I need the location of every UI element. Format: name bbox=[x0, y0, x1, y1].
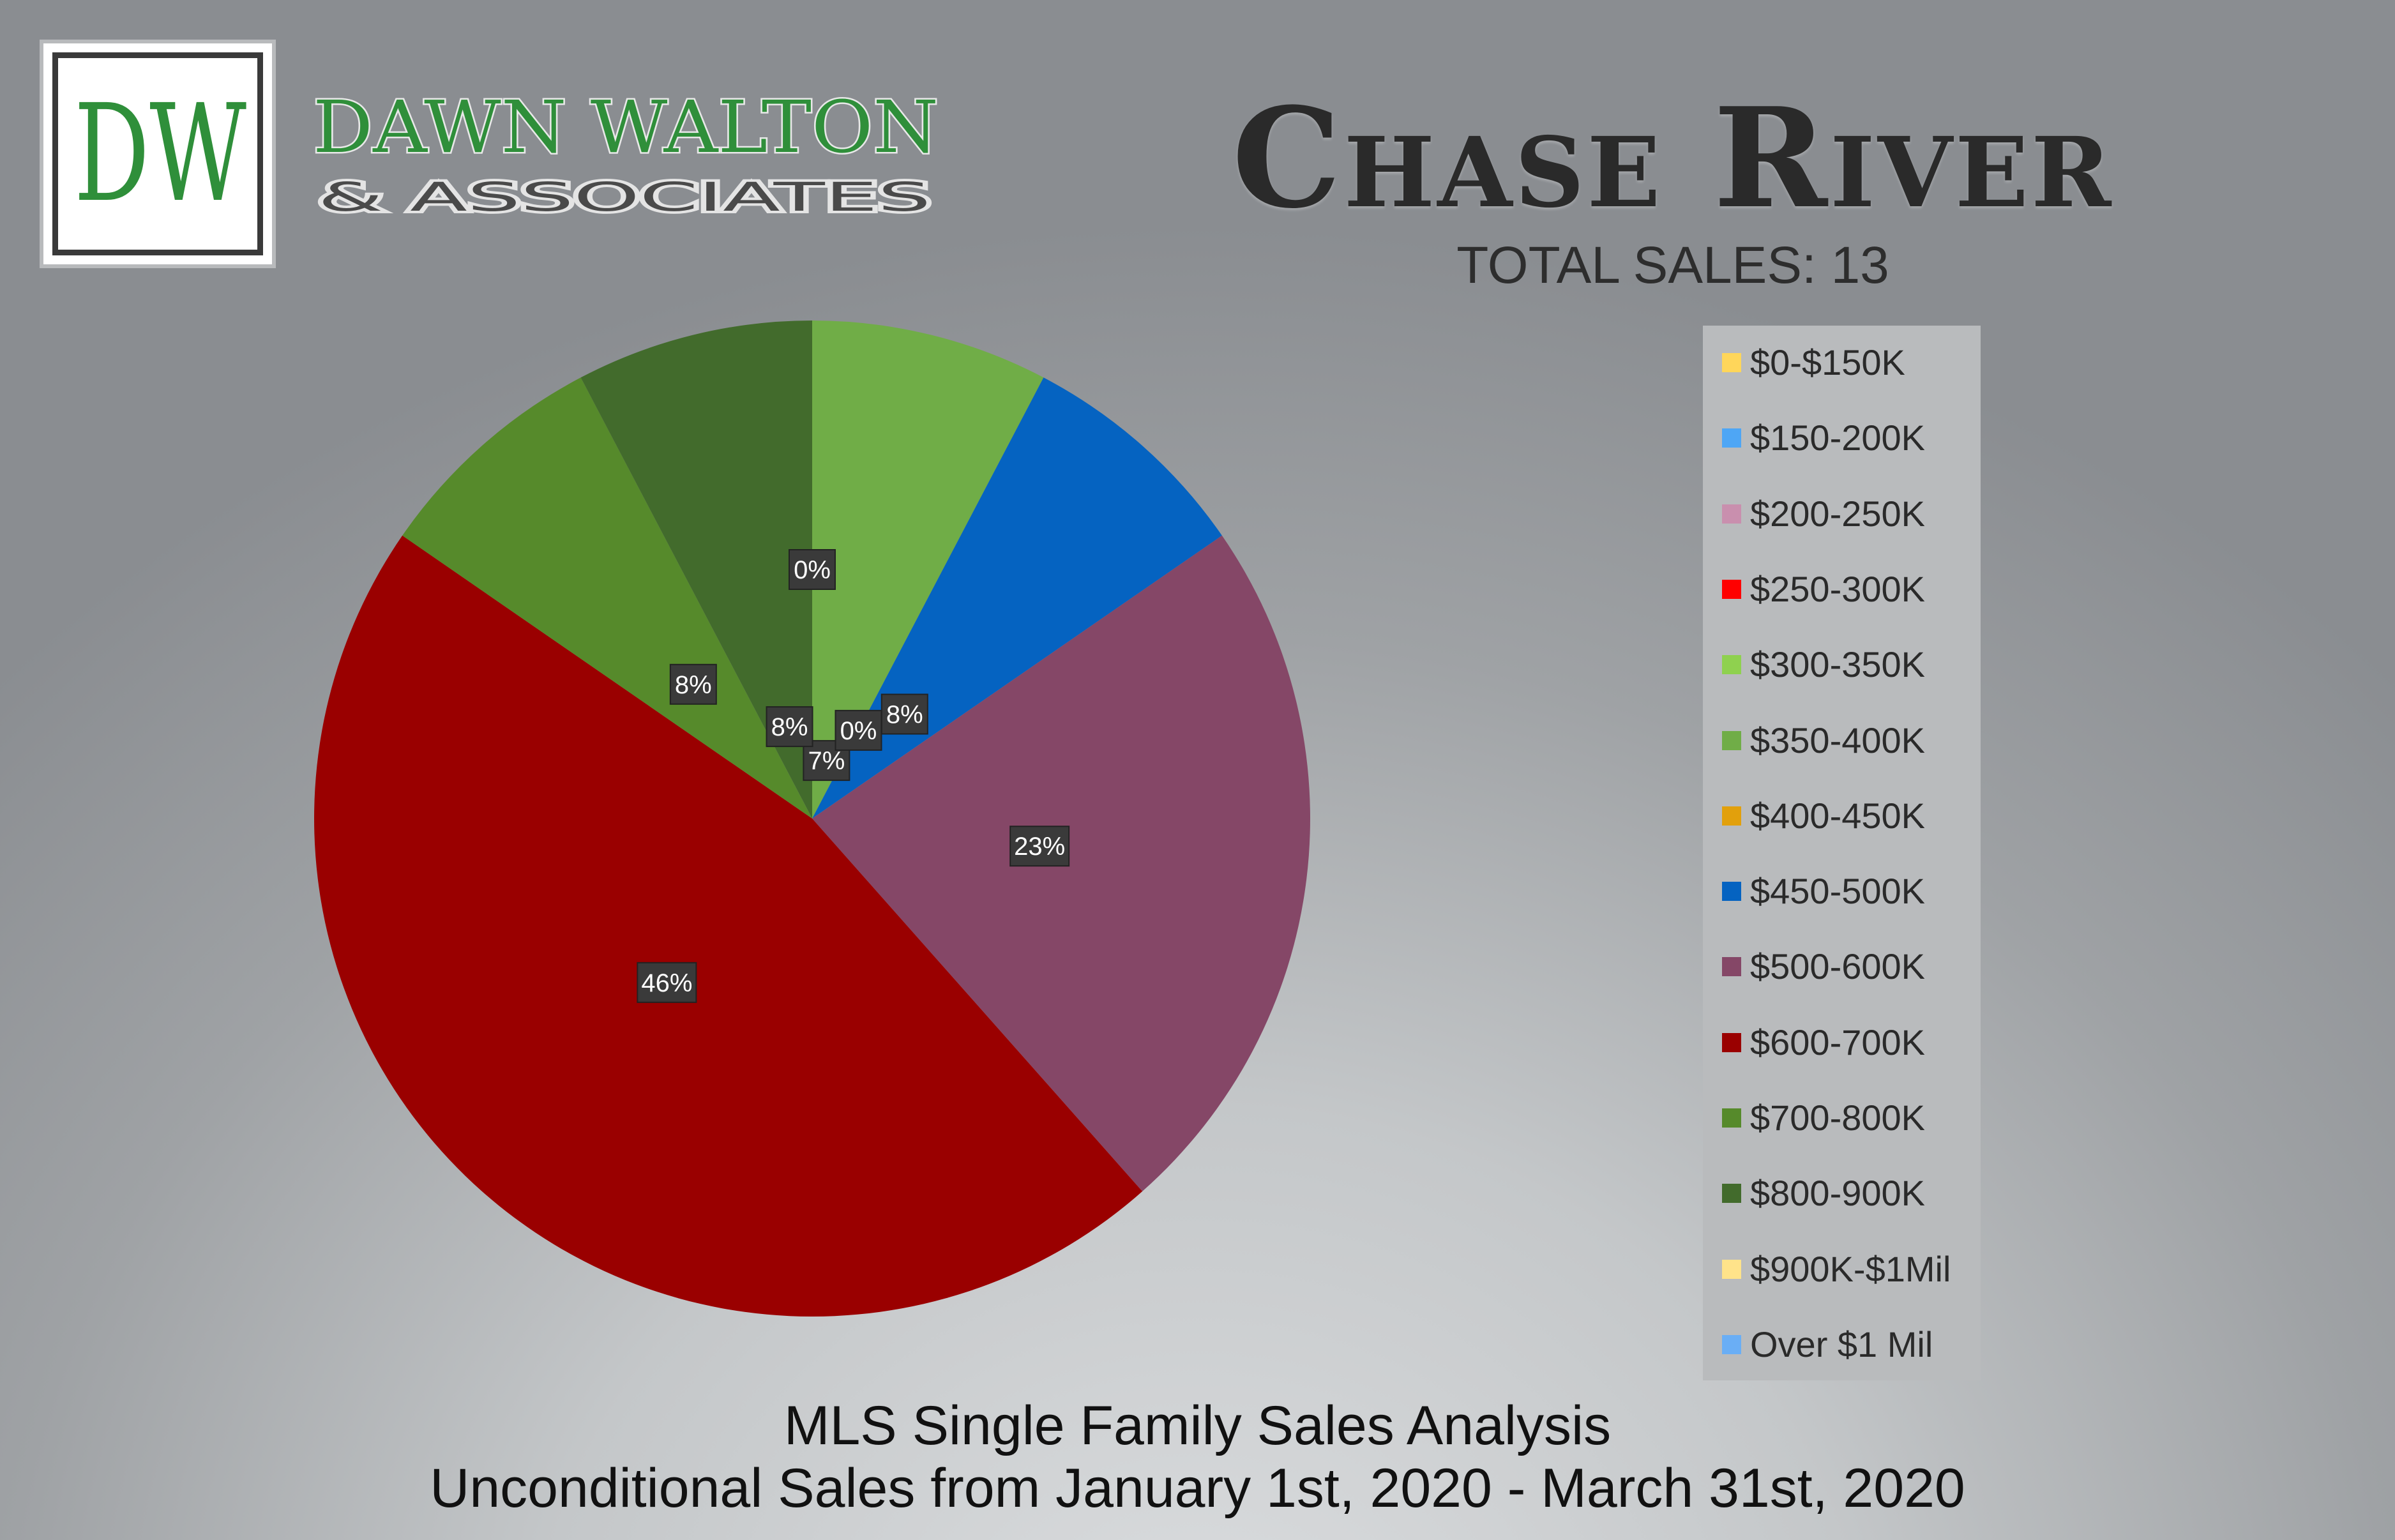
total-sales: TOTAL SALES: 13 bbox=[1456, 236, 1889, 294]
legend-label: $0-$150K bbox=[1750, 342, 1905, 382]
data-label-box bbox=[669, 663, 717, 705]
legend-swatch bbox=[1722, 1108, 1741, 1128]
data-label-text: 8% bbox=[771, 713, 808, 741]
legend-label: $200-250K bbox=[1750, 493, 1926, 534]
legend-label: $250-300K bbox=[1750, 568, 1926, 609]
legend-swatch bbox=[1722, 957, 1741, 977]
legend-label: $400-450K bbox=[1750, 795, 1926, 836]
data-label-text: 7% bbox=[808, 747, 845, 775]
data-label-800-900k: 8% bbox=[766, 706, 813, 748]
legend-swatch bbox=[1722, 1334, 1741, 1354]
legend-swatch bbox=[1722, 730, 1741, 750]
brand-tagline: & ASSOCIATES bbox=[318, 174, 931, 220]
chart-legend: $0-$150K $150-200K $200-250K $250-300K $300-… bbox=[1703, 326, 1981, 1380]
data-label-text: 46% bbox=[641, 969, 692, 997]
data-label-box bbox=[789, 549, 836, 590]
legend-label: $150-200K bbox=[1750, 418, 1926, 458]
legend-item-900k-1mil: $900K-$1Mil bbox=[1722, 1250, 1951, 1288]
data-label-0-150k: 0% bbox=[789, 549, 836, 590]
legend-swatch bbox=[1722, 428, 1741, 448]
data-label-box bbox=[766, 706, 813, 748]
data-label-box bbox=[880, 693, 928, 735]
data-label-text: 0% bbox=[840, 717, 877, 745]
legend-swatch bbox=[1722, 353, 1741, 372]
data-label-text: 8% bbox=[886, 701, 923, 729]
legend-item-700-800k: $700-800K bbox=[1722, 1099, 1925, 1137]
legend-label: $700-800K bbox=[1750, 1098, 1926, 1138]
page-title: Chase River bbox=[1232, 77, 2114, 239]
logo: DW bbox=[40, 40, 276, 268]
legend-swatch bbox=[1722, 579, 1741, 599]
chart-caption: MLS Single Family Sales Analysis bbox=[783, 1395, 1612, 1456]
chart-date-range: Unconditional Sales from January 1st, 20… bbox=[430, 1458, 1965, 1519]
legend-swatch bbox=[1722, 1259, 1741, 1279]
data-label-400-450k: 0% bbox=[835, 709, 882, 751]
data-label-box bbox=[835, 709, 882, 751]
legend-item-0-150k: $0-$150K bbox=[1722, 343, 1905, 382]
legend-item-500-600k: $500-600K bbox=[1722, 947, 1925, 986]
legend-label: $800-900K bbox=[1750, 1173, 1926, 1214]
legend-label: $600-700K bbox=[1750, 1022, 1926, 1062]
legend-item-800-900k: $800-900K bbox=[1722, 1174, 1925, 1212]
logo-monogram-text: DW bbox=[74, 75, 246, 232]
data-label-box bbox=[1009, 826, 1070, 867]
pie-slice-600-700k bbox=[314, 535, 1143, 1317]
data-label-text: 8% bbox=[675, 671, 712, 699]
legend-item-over-1-mil: Over $1 Mil bbox=[1722, 1325, 1933, 1364]
data-label-500-600k: 23% bbox=[1009, 826, 1070, 867]
brand-logo: DAWN WALTON & ASSOCIATES bbox=[312, 85, 941, 223]
legend-swatch bbox=[1722, 882, 1741, 902]
legend-item-600-700k: $600-700K bbox=[1722, 1023, 1925, 1062]
legend-label: $350-400K bbox=[1750, 720, 1926, 760]
legend-label: $300-350K bbox=[1750, 644, 1926, 685]
brand-name: DAWN WALTON bbox=[313, 86, 939, 169]
legend-swatch bbox=[1722, 504, 1741, 524]
legend-label: $450-500K bbox=[1750, 871, 1926, 912]
pie-slice-800-900k bbox=[580, 321, 812, 819]
legend-swatch bbox=[1722, 1184, 1741, 1204]
pie-slice-700-800k bbox=[402, 377, 812, 819]
legend-swatch bbox=[1722, 1032, 1741, 1052]
legend-label: $900K-$1Mil bbox=[1750, 1248, 1951, 1289]
data-label-box bbox=[637, 962, 697, 1003]
legend-item-300-350k: $300-350K bbox=[1722, 645, 1925, 684]
legend-swatch bbox=[1722, 655, 1741, 675]
pie-slice-350-400k bbox=[812, 321, 1044, 819]
legend-label: Over $1 Mil bbox=[1750, 1324, 1933, 1364]
data-label-text: 23% bbox=[1014, 833, 1065, 861]
legend-item-150-200k: $150-200K bbox=[1722, 419, 1925, 457]
data-label-text: 0% bbox=[794, 556, 831, 584]
data-label-450-500k: 8% bbox=[880, 693, 928, 735]
legend-item-400-450k: $400-450K bbox=[1722, 797, 1925, 835]
logo-monogram: DW bbox=[74, 75, 246, 232]
legend-item-250-300k: $250-300K bbox=[1722, 570, 1925, 608]
legend-swatch bbox=[1722, 806, 1741, 826]
legend-item-450-500k: $450-500K bbox=[1722, 872, 1925, 910]
legend-label: $500-600K bbox=[1750, 946, 1926, 987]
data-label-600-700k: 46% bbox=[637, 962, 697, 1003]
legend-item-350-400k: $350-400K bbox=[1722, 721, 1925, 760]
legend-item-200-250k: $200-250K bbox=[1722, 495, 1925, 533]
data-label-700-800k: 8% bbox=[669, 663, 717, 705]
